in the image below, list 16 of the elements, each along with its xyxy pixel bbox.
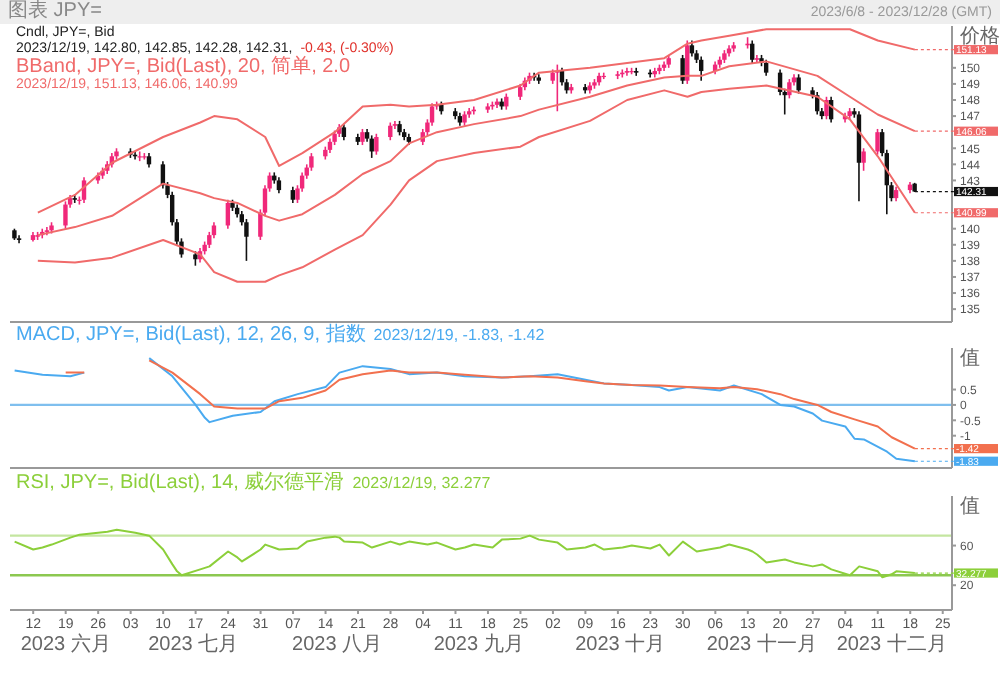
- annotation: BBand, JPY=, Bid(Last), 20, 简单, 2.0: [16, 56, 351, 79]
- text: 2023 十二月: [836, 634, 947, 656]
- text: 2023/12/19, -1.83, -1.42: [373, 326, 545, 346]
- text: 2023 十一月: [706, 634, 817, 656]
- chart-title: 图表 JPY=: [8, 0, 102, 24]
- text: MACD, JPY=, Bid(Last), 12, 26, 9, 指数: [16, 324, 366, 346]
- text: 2023 六月: [18, 634, 113, 658]
- text: 2023 七月: [146, 634, 241, 658]
- text: RSI, JPY=, Bid(Last), 14, 威尔德平滑: [16, 472, 345, 494]
- text: 2023 十月: [573, 634, 668, 658]
- text: 2023 八月: [290, 634, 385, 658]
- text: 2023/12/19, 32.277: [352, 474, 491, 494]
- y-axis-title: 值: [960, 496, 980, 518]
- y-axis-title: 值: [960, 348, 980, 370]
- y-axis-title: 价格: [960, 26, 1000, 48]
- text: 2023 九月: [431, 634, 526, 658]
